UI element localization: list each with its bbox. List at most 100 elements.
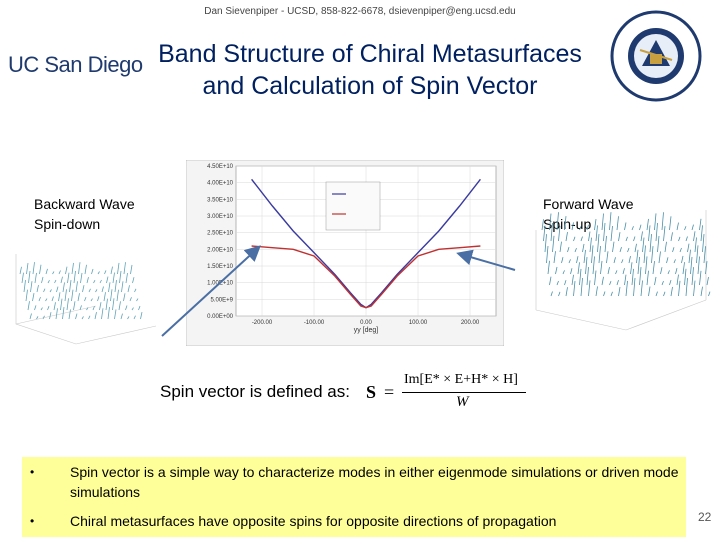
spin-arrow	[577, 262, 580, 275]
spin-arrow	[646, 270, 649, 286]
spin-arrow	[99, 302, 102, 311]
spin-arrow	[631, 226, 634, 231]
spin-arrow	[86, 307, 89, 311]
spin-arrow	[571, 274, 574, 286]
spin-arrow	[32, 262, 35, 275]
spin-arrow	[71, 289, 74, 302]
formula-fraction-bar	[402, 392, 526, 393]
spin-arrow	[75, 313, 78, 320]
spin-arrow	[77, 293, 80, 302]
spin-arrow	[640, 280, 643, 297]
y-tick-label: 1.00E+10	[207, 281, 234, 287]
spin-arrow	[84, 297, 87, 302]
spin-arrow	[54, 279, 57, 284]
spin-arrow	[661, 280, 664, 286]
y-tick-label: 4.00E+10	[207, 181, 234, 187]
spin-arrow	[669, 216, 672, 231]
spin-arrow	[94, 312, 97, 320]
spin-arrow	[80, 272, 83, 284]
spin-arrow	[708, 291, 711, 297]
formula-denominator: W	[456, 394, 469, 410]
spin-arrow	[615, 270, 618, 275]
spin-arrow	[634, 243, 637, 253]
spin-arrow	[43, 288, 46, 293]
spin-arrow	[580, 277, 583, 297]
spin-arrow	[601, 213, 604, 231]
spin-arrow	[558, 291, 561, 297]
x-axis-label: yy [deg]	[354, 327, 379, 334]
spin-arrow	[564, 216, 567, 231]
forward-wave-caption: Forward Wave Spin-up	[543, 194, 634, 234]
y-tick-label: 1.50E+10	[207, 264, 234, 270]
spin-arrow	[628, 255, 631, 264]
spin-arrow	[592, 256, 595, 275]
spin-arrow	[41, 276, 44, 284]
spin-arrow	[97, 271, 100, 275]
spin-arrow	[594, 270, 597, 286]
spin-arrow	[34, 272, 37, 284]
spin-arrow	[101, 308, 104, 320]
forward-spin-vector-plot	[535, 210, 711, 331]
spin-arrow	[549, 213, 552, 231]
spin-arrow	[62, 307, 65, 320]
spin-arrow	[639, 224, 642, 231]
y-tick-label: 0.00E+00	[207, 314, 234, 320]
spin-arrow	[573, 236, 576, 242]
spin-arrow	[60, 276, 63, 284]
spin-arrow	[553, 251, 556, 264]
spin-arrow	[114, 309, 117, 320]
spin-arrow	[676, 222, 679, 231]
spin-arrow	[670, 286, 673, 297]
band-structure-chart: 0.00E+00 5.00E+9 1.00E+10 1.50E+10 2.00E+10 2…	[186, 160, 504, 346]
spin-arrow	[117, 262, 120, 275]
spin-arrow	[21, 272, 24, 284]
spin-arrow	[604, 235, 607, 253]
spin-arrow	[29, 313, 32, 320]
spin-arrow	[594, 219, 597, 231]
spin-arrow	[619, 247, 622, 253]
spin-arrow	[700, 286, 703, 297]
spin-arrow	[549, 276, 552, 286]
spin-arrow	[23, 280, 26, 293]
spin-arrow	[673, 259, 676, 264]
spin-arrow	[130, 264, 133, 275]
ucsd-logo: UC San Diego	[8, 52, 143, 77]
spin-arrow	[637, 256, 640, 275]
spin-arrow	[579, 268, 582, 286]
spin-arrow	[616, 216, 619, 231]
spin-arrow	[134, 288, 137, 293]
spin-arrow	[699, 218, 702, 231]
spin-arrow	[550, 222, 553, 242]
spin-arrow	[582, 243, 585, 253]
spin-arrow	[646, 218, 649, 231]
spin-arrow	[69, 280, 72, 293]
spin-arrow	[64, 289, 67, 302]
spin-arrow	[78, 262, 81, 275]
spin-arrow	[116, 289, 119, 302]
afosr-seal-logo	[610, 10, 702, 102]
spin-arrow	[55, 308, 58, 320]
spin-arrow	[95, 289, 98, 293]
spin-arrow	[685, 236, 688, 242]
spin-arrow	[693, 231, 696, 242]
spin-arrow	[79, 305, 82, 311]
spin-arrow	[68, 309, 71, 320]
y-tick-label: 2.50E+10	[207, 231, 234, 237]
bullet-text: Chiral metasurfaces have opposite spins …	[70, 513, 557, 529]
spin-arrow	[643, 245, 646, 264]
spin-arrow	[633, 277, 636, 297]
spin-arrow	[669, 279, 672, 286]
spin-arrow	[625, 236, 628, 242]
spin-arrow	[699, 270, 702, 286]
spin-arrow	[568, 259, 571, 264]
spin-arrow	[556, 212, 559, 231]
spin-arrow	[583, 249, 586, 264]
spin-arrow	[580, 236, 583, 242]
spin-arrow	[586, 267, 589, 286]
formula-label: Spin vector is defined as:	[160, 382, 350, 401]
spin-arrow	[607, 267, 610, 275]
spin-arrow	[691, 267, 694, 286]
spin-arrow	[603, 291, 606, 297]
spin-arrow	[52, 271, 55, 275]
spin-arrow	[603, 222, 606, 242]
